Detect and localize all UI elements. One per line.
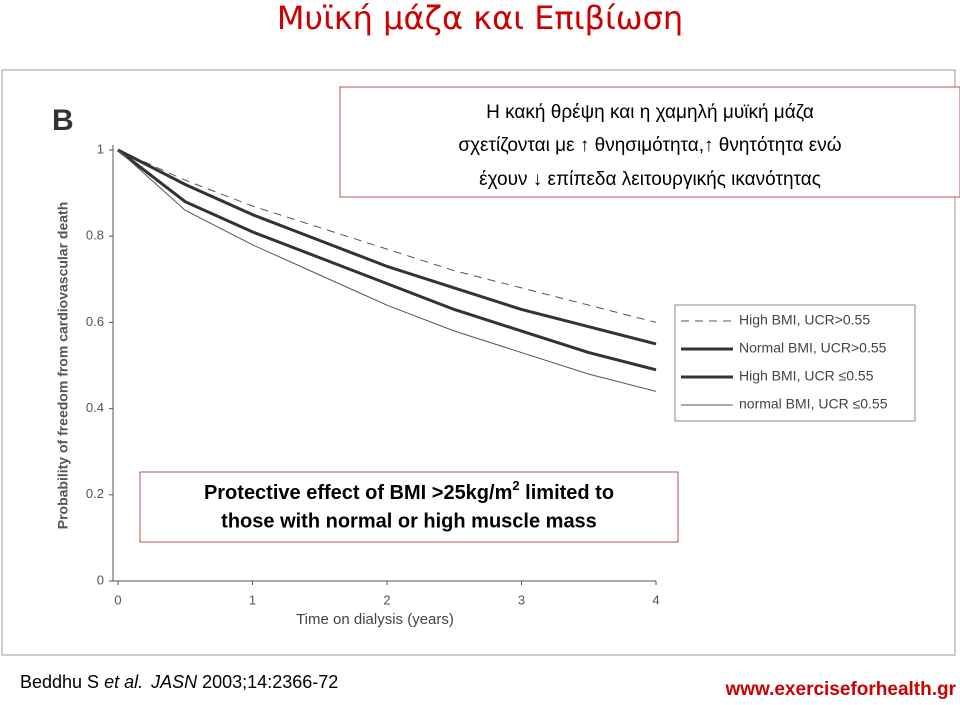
series-line [117,149,657,323]
x-axis-label: Time on dialysis (years) [296,611,454,628]
bottom-box-line: Protective effect of BMI >25kg/m2 limite… [204,478,614,504]
citation: Beddhu S et al. JASN 2003;14:2366-72 [20,672,338,692]
top-box [339,86,960,198]
series-line [117,149,657,392]
legend-label: normal BMI, UCR ≤0.55 [739,396,888,412]
chart-frame [1,69,956,656]
x-tick-label: 1 [249,592,256,607]
text: 2003;14:2366-72 [197,672,338,692]
series-line [117,148,657,346]
panel-label: B [52,104,74,137]
legend-label: High BMI, UCR>0.55 [739,312,870,328]
y-axis-label: Probability of freedom from cardiovascul… [55,202,71,530]
legend-label: High BMI, UCR ≤0.55 [739,368,874,384]
top-box-line: σχετίζονται με ↑ θνησιμότητα,↑ θνητότητα… [458,135,841,156]
bottom-box-line: those with normal or high muscle mass [221,510,597,532]
x-tick-label: 0 [114,592,121,607]
y-tick-label: 1 [97,141,104,156]
website: www.exerciseforhealth.gr [724,679,956,700]
bottom-box [139,471,679,543]
x-tick-label: 3 [518,592,525,607]
y-tick-label: 0.4 [86,400,104,415]
y-tick-label: 0 [97,572,104,587]
chart: B 0 0.2 0.4 0.6 0.8 1 0 1 2 3 4 Time on dialysis (ye… [52,104,916,628]
text: et al. [104,672,143,692]
superscript: 2 [512,478,519,493]
top-box-line: έχουν ↓ επίπεδα λειτουργικής ικανότητας [479,169,821,190]
y-tick-label: 0.8 [86,228,104,243]
text: Beddhu S [20,672,104,692]
text: Protective effect of BMI >25kg/m [204,482,512,504]
x-tick-label: 4 [652,592,659,607]
series-line [117,148,657,372]
text: JASN [150,672,198,692]
legend-box [674,304,916,422]
x-tick-label: 2 [383,592,390,607]
top-box-line: Η κακή θρέψη και η χαμηλή μυϊκή μάζα [486,102,814,123]
y-tick-label: 0.2 [86,486,104,501]
y-tick-label: 0.6 [86,314,104,329]
text: limited to [520,482,614,504]
legend-label: Normal BMI, UCR>0.55 [739,340,887,356]
slide-title: Μυϊκή μάζα και Επιβίωση [277,0,683,37]
